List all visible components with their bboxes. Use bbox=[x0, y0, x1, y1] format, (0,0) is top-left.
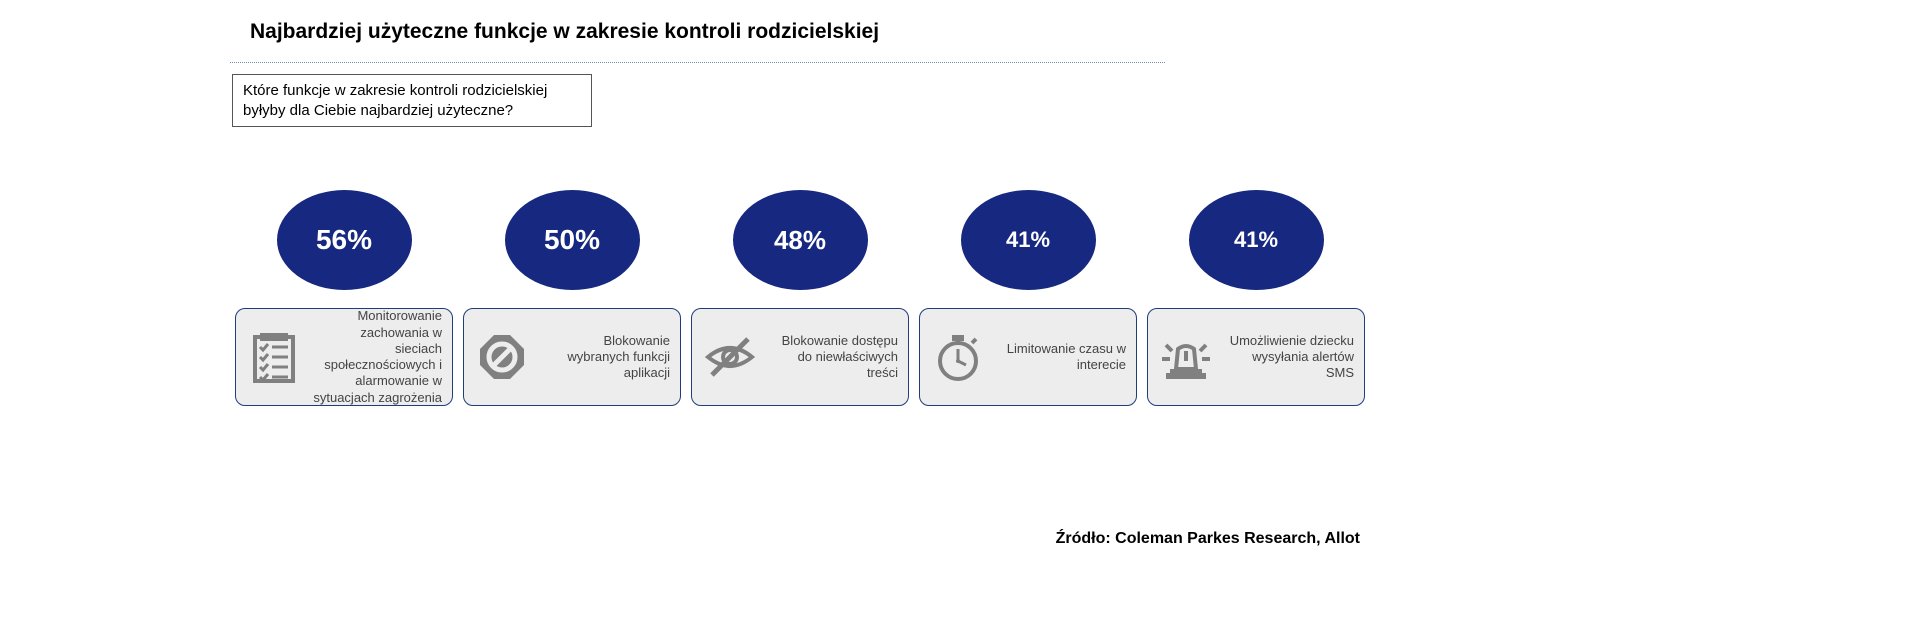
card: Limitowanie czasu w interecie bbox=[919, 308, 1137, 406]
page-title: Najbardziej użyteczne funkcje w zakresie… bbox=[250, 20, 879, 44]
value-text: 41% bbox=[1234, 227, 1278, 253]
block-icon bbox=[474, 329, 530, 385]
value-bubble: 48% bbox=[733, 190, 868, 290]
eye-off-icon bbox=[702, 329, 758, 385]
value-text: 56% bbox=[316, 224, 372, 256]
siren-icon bbox=[1158, 329, 1214, 385]
card: Umożliwienie dziecku wysyłania alertów S… bbox=[1147, 308, 1365, 406]
divider bbox=[230, 62, 1165, 63]
checklist-icon bbox=[246, 329, 302, 385]
value-bubble: 41% bbox=[961, 190, 1096, 290]
card-label: Blokowanie wybranych funkcji aplikacji bbox=[538, 333, 670, 382]
items-row: 56% Monitorowanie zachowania w sieciach … bbox=[235, 190, 1365, 406]
card-label: Monitorowanie zachowania w sieciach społ… bbox=[310, 308, 442, 406]
card: Blokowanie wybranych funkcji aplikacji bbox=[463, 308, 681, 406]
value-text: 41% bbox=[1006, 227, 1050, 253]
stopwatch-icon bbox=[930, 329, 986, 385]
source-text: Źródło: Coleman Parkes Research, Allot bbox=[1056, 530, 1360, 548]
item-time-limit: 41% Limitowanie czasu w interecie bbox=[919, 190, 1137, 406]
card: Blokowanie dostępu do niewłaściwych treś… bbox=[691, 308, 909, 406]
value-bubble: 50% bbox=[505, 190, 640, 290]
value-bubble: 56% bbox=[277, 190, 412, 290]
card: Monitorowanie zachowania w sieciach społ… bbox=[235, 308, 453, 406]
item-block-apps: 50% Blokowanie wybranych funkcji aplikac… bbox=[463, 190, 681, 406]
card-label: Umożliwienie dziecku wysyłania alertów S… bbox=[1222, 333, 1354, 382]
item-sms-alert: 41% Umożliwienie dziecku wysyłania alert… bbox=[1147, 190, 1365, 406]
item-block-content: 48% Blokowanie dostępu do niewłaściwych … bbox=[691, 190, 909, 406]
value-text: 48% bbox=[774, 225, 826, 256]
card-label: Blokowanie dostępu do niewłaściwych treś… bbox=[766, 333, 898, 382]
value-text: 50% bbox=[544, 224, 600, 256]
question-box: Które funkcje w zakresie kontroli rodzic… bbox=[232, 74, 592, 127]
value-bubble: 41% bbox=[1189, 190, 1324, 290]
item-monitoring: 56% Monitorowanie zachowania w sieciach … bbox=[235, 190, 453, 406]
card-label: Limitowanie czasu w interecie bbox=[994, 341, 1126, 374]
